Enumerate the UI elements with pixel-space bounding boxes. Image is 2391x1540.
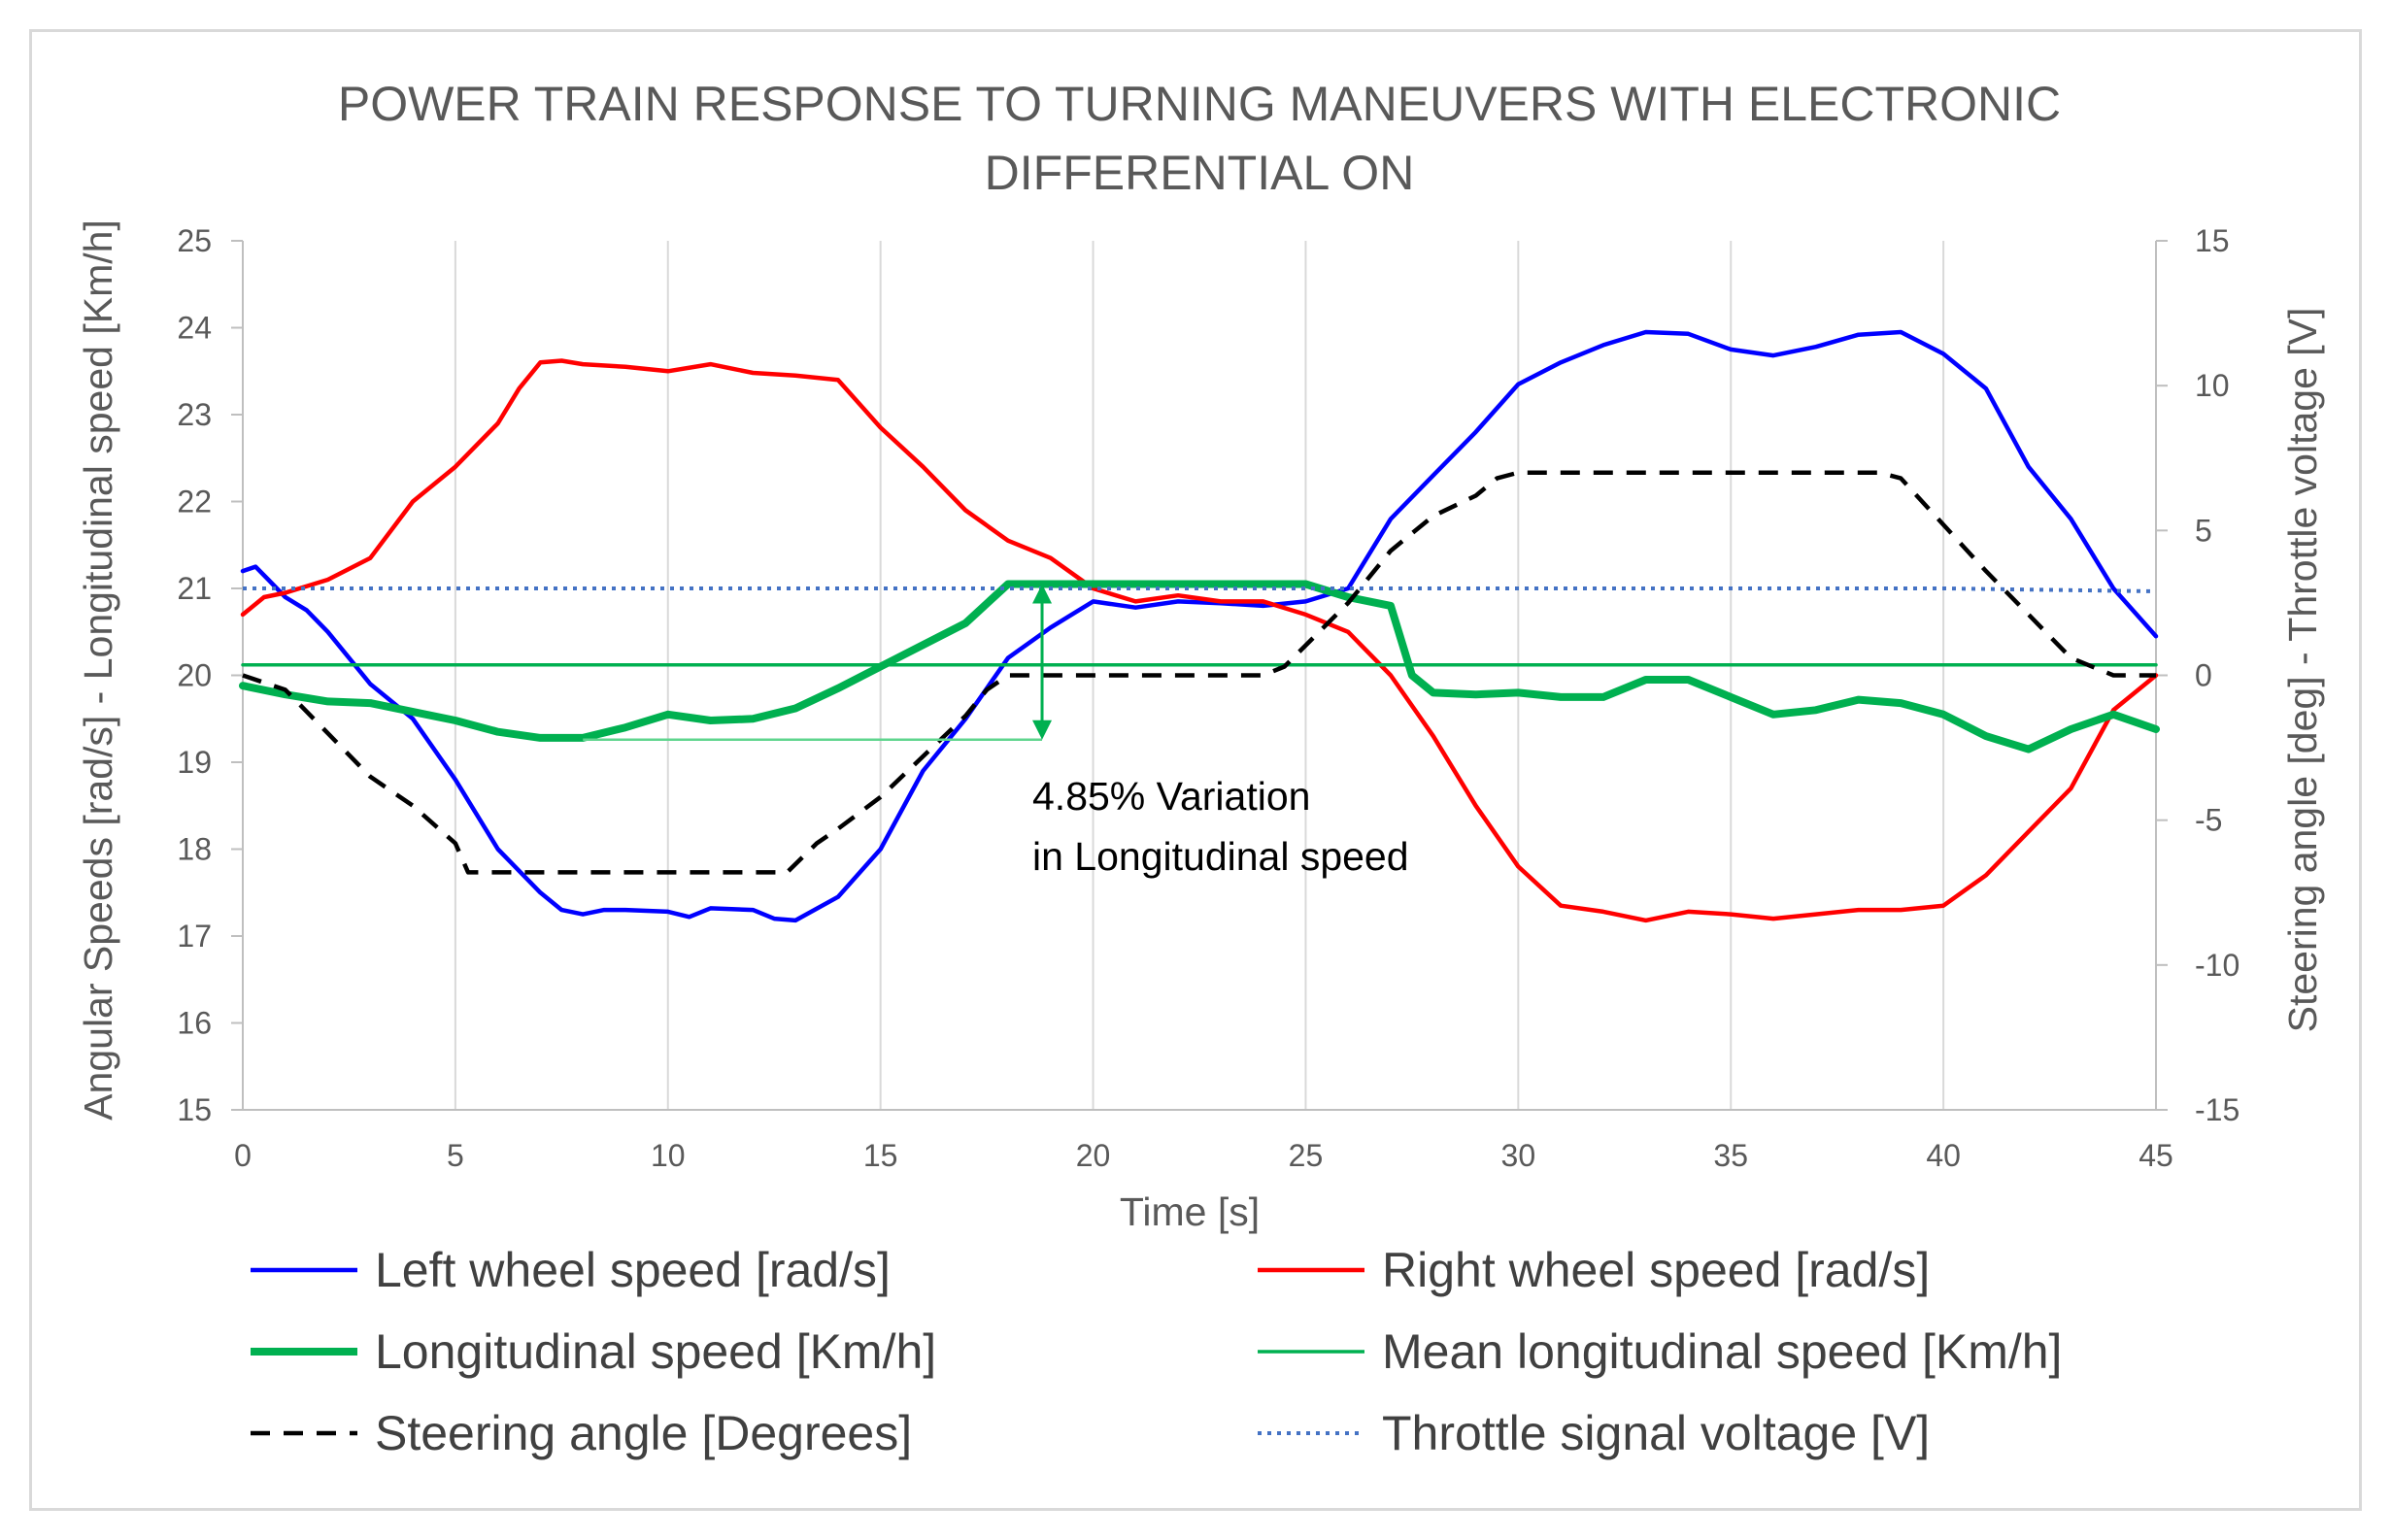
y-left-tick-label-15: 15: [177, 1092, 212, 1127]
y-left-tick-label-23: 23: [177, 397, 212, 432]
x-tick-label-35: 35: [1713, 1138, 1748, 1173]
y-right-tick-label--5: -5: [2195, 803, 2222, 838]
y-right-tick-label-0: 0: [2195, 658, 2212, 693]
chart-title-line-1: POWER TRAIN RESPONSE TO TURNING MANEUVER…: [338, 77, 2061, 131]
y-left-tick-label-25: 25: [177, 223, 212, 258]
series-line-steering-angle: [242, 470, 2156, 875]
x-axis-title: Time [s]: [1120, 1189, 1260, 1234]
y-left-tick-label-17: 17: [177, 919, 212, 954]
y-right-tick-label-15: 15: [2195, 223, 2230, 258]
x-tick-label-0: 0: [234, 1138, 252, 1173]
y-left-axis-ticks: 15 16 17 18 19 20 21 22 23 24 25: [177, 223, 212, 1127]
y-right-tick-label-5: 5: [2195, 513, 2212, 548]
y-left-tick-label-18: 18: [177, 832, 212, 867]
legend-label-throttle-signal-voltage: Throttle signal voltage [V]: [1382, 1406, 1930, 1460]
x-axis-ticks: 0 5 10 15 20 25 30 35 40 45: [234, 1138, 2173, 1173]
x-tick-label-5: 5: [447, 1138, 464, 1173]
y-left-tick-label-20: 20: [177, 658, 212, 693]
series-line-throttle-signal-voltage: [243, 586, 2157, 593]
legend-label-left-wheel-speed: Left wheel speed [rad/s]: [375, 1243, 891, 1297]
y-left-axis-title: Angular Speeds [rad/s] - Longitudinal sp…: [76, 219, 120, 1121]
annotation-line-1: 4.85% Variation: [1032, 774, 1310, 819]
x-tick-label-20: 20: [1076, 1138, 1111, 1173]
x-tick-label-30: 30: [1501, 1138, 1536, 1173]
series-line-longitudinal-speed: [239, 580, 2160, 753]
y-left-tick-label-24: 24: [177, 311, 212, 346]
grid: [242, 241, 2157, 1110]
y-right-tick-label--15: -15: [2195, 1092, 2239, 1127]
x-tick-label-10: 10: [651, 1138, 686, 1173]
x-tick-label-25: 25: [1289, 1138, 1324, 1173]
legend-label-right-wheel-speed: Right wheel speed [rad/s]: [1382, 1243, 1930, 1297]
chart-title: POWER TRAIN RESPONSE TO TURNING MANEUVER…: [338, 77, 2061, 200]
y-right-tick-label-10: 10: [2195, 368, 2230, 403]
y-left-tick-label-19: 19: [177, 745, 212, 780]
x-tick-label-15: 15: [863, 1138, 898, 1173]
y-left-tick-label-16: 16: [177, 1006, 212, 1041]
legend-label-steering-angle: Steering angle [Degrees]: [375, 1406, 912, 1460]
series-line-right-wheel-speed: [240, 358, 2159, 923]
x-tick-label-40: 40: [1926, 1138, 1961, 1173]
legend-label-mean-longitudinal-speed: Mean longitudinal speed [Km/h]: [1382, 1324, 2062, 1379]
legend-label-longitudinal-speed: Longitudinal speed [Km/h]: [375, 1324, 936, 1379]
annotation: 4.85% Variation in Longitudinal speed: [583, 584, 1409, 879]
y-left-tick-label-21: 21: [177, 571, 212, 606]
y-right-tick-label--10: -10: [2195, 948, 2239, 983]
y-left-tick-label-22: 22: [177, 485, 212, 519]
y-right-axis-title: Steering angle [deg] - Throttle voltage …: [2280, 308, 2325, 1033]
chart-title-line-2: DIFFERENTIAL ON: [985, 146, 1415, 200]
axes: [231, 240, 2168, 1111]
legend: Left wheel speed [rad/s] Right wheel spee…: [251, 1243, 2062, 1460]
series: [239, 329, 2160, 923]
annotation-line-2: in Longitudinal speed: [1032, 834, 1409, 879]
annotation-arrowhead-down: [1032, 720, 1053, 740]
chart-frame: [29, 29, 2362, 1511]
x-tick-label-45: 45: [2138, 1138, 2173, 1173]
annotation-arrowhead-up: [1032, 584, 1053, 604]
series-line-left-wheel-speed: [240, 329, 2159, 923]
y-right-axis-ticks: -15 -10 -5 0 5 10 15: [2195, 223, 2239, 1127]
